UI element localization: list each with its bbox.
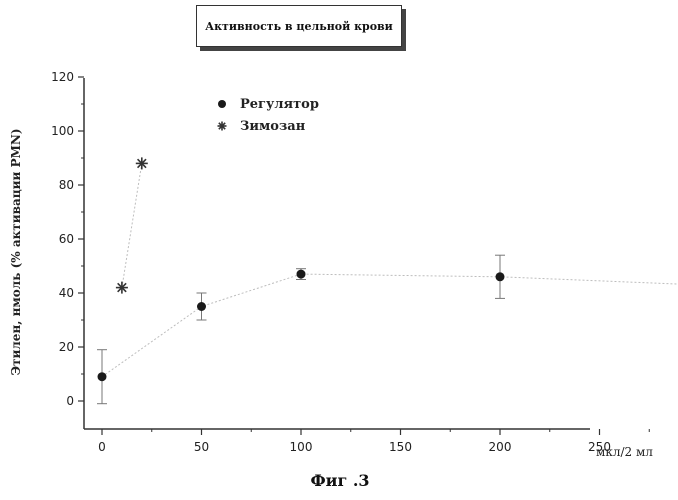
data-points — [98, 157, 678, 381]
y-tick-label: 0 — [66, 394, 74, 408]
legend-marker — [218, 100, 226, 108]
y-tick-label: 80 — [59, 178, 74, 192]
legend-label: Регулятор — [240, 97, 319, 112]
data-point — [496, 272, 505, 281]
error-bars — [97, 255, 678, 404]
y-tick-label: 120 — [51, 70, 74, 84]
y-axis: 0 20 40 60 80 100 120 — [51, 70, 84, 429]
y-tick-label: 40 — [59, 286, 74, 300]
scatter-chart: 050100150200250300 020406080100120 мкл/2… — [0, 0, 678, 470]
data-point-star — [218, 122, 227, 131]
legend: Регулятор Зимозан — [218, 97, 319, 134]
legend-label: Зимозан — [240, 119, 306, 134]
series-line — [122, 163, 142, 287]
x-tick-label: 100 — [290, 440, 313, 454]
y-axis-label: Этилен, нмоль (% активации PMN) — [9, 128, 23, 375]
data-point-star — [136, 157, 148, 169]
x-axis-label: мкл/2 мл — [596, 445, 653, 459]
series-line — [102, 274, 678, 377]
data-point-star — [116, 282, 128, 294]
x-tick-label: 0 — [98, 440, 106, 454]
x-tick-label: 200 — [489, 440, 512, 454]
x-tick-label: 50 — [194, 440, 209, 454]
data-point — [297, 270, 306, 279]
x-axis: 050100150200250300 — [84, 429, 678, 454]
figure-caption: Фиг .3 — [290, 471, 390, 490]
data-point — [98, 372, 107, 381]
plot-lines — [102, 163, 678, 376]
data-point — [197, 302, 206, 311]
y-tick-label: 60 — [59, 232, 74, 246]
y-tick-label: 20 — [59, 340, 74, 354]
y-tick-label: 100 — [51, 124, 74, 138]
x-tick-label: 150 — [389, 440, 412, 454]
